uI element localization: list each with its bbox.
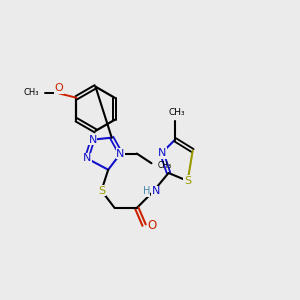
Text: O: O	[54, 83, 63, 93]
Text: H: H	[143, 186, 150, 196]
Text: S: S	[184, 176, 191, 186]
Text: S: S	[98, 186, 105, 196]
Text: CH₃: CH₃	[158, 161, 172, 170]
Text: N: N	[116, 148, 125, 158]
Text: N: N	[158, 148, 166, 158]
Text: CH₃: CH₃	[168, 108, 185, 117]
Text: N: N	[88, 135, 97, 145]
Text: O: O	[148, 219, 157, 232]
Text: CH₃: CH₃	[24, 88, 39, 97]
Text: N: N	[152, 186, 160, 196]
Text: N: N	[82, 153, 91, 163]
